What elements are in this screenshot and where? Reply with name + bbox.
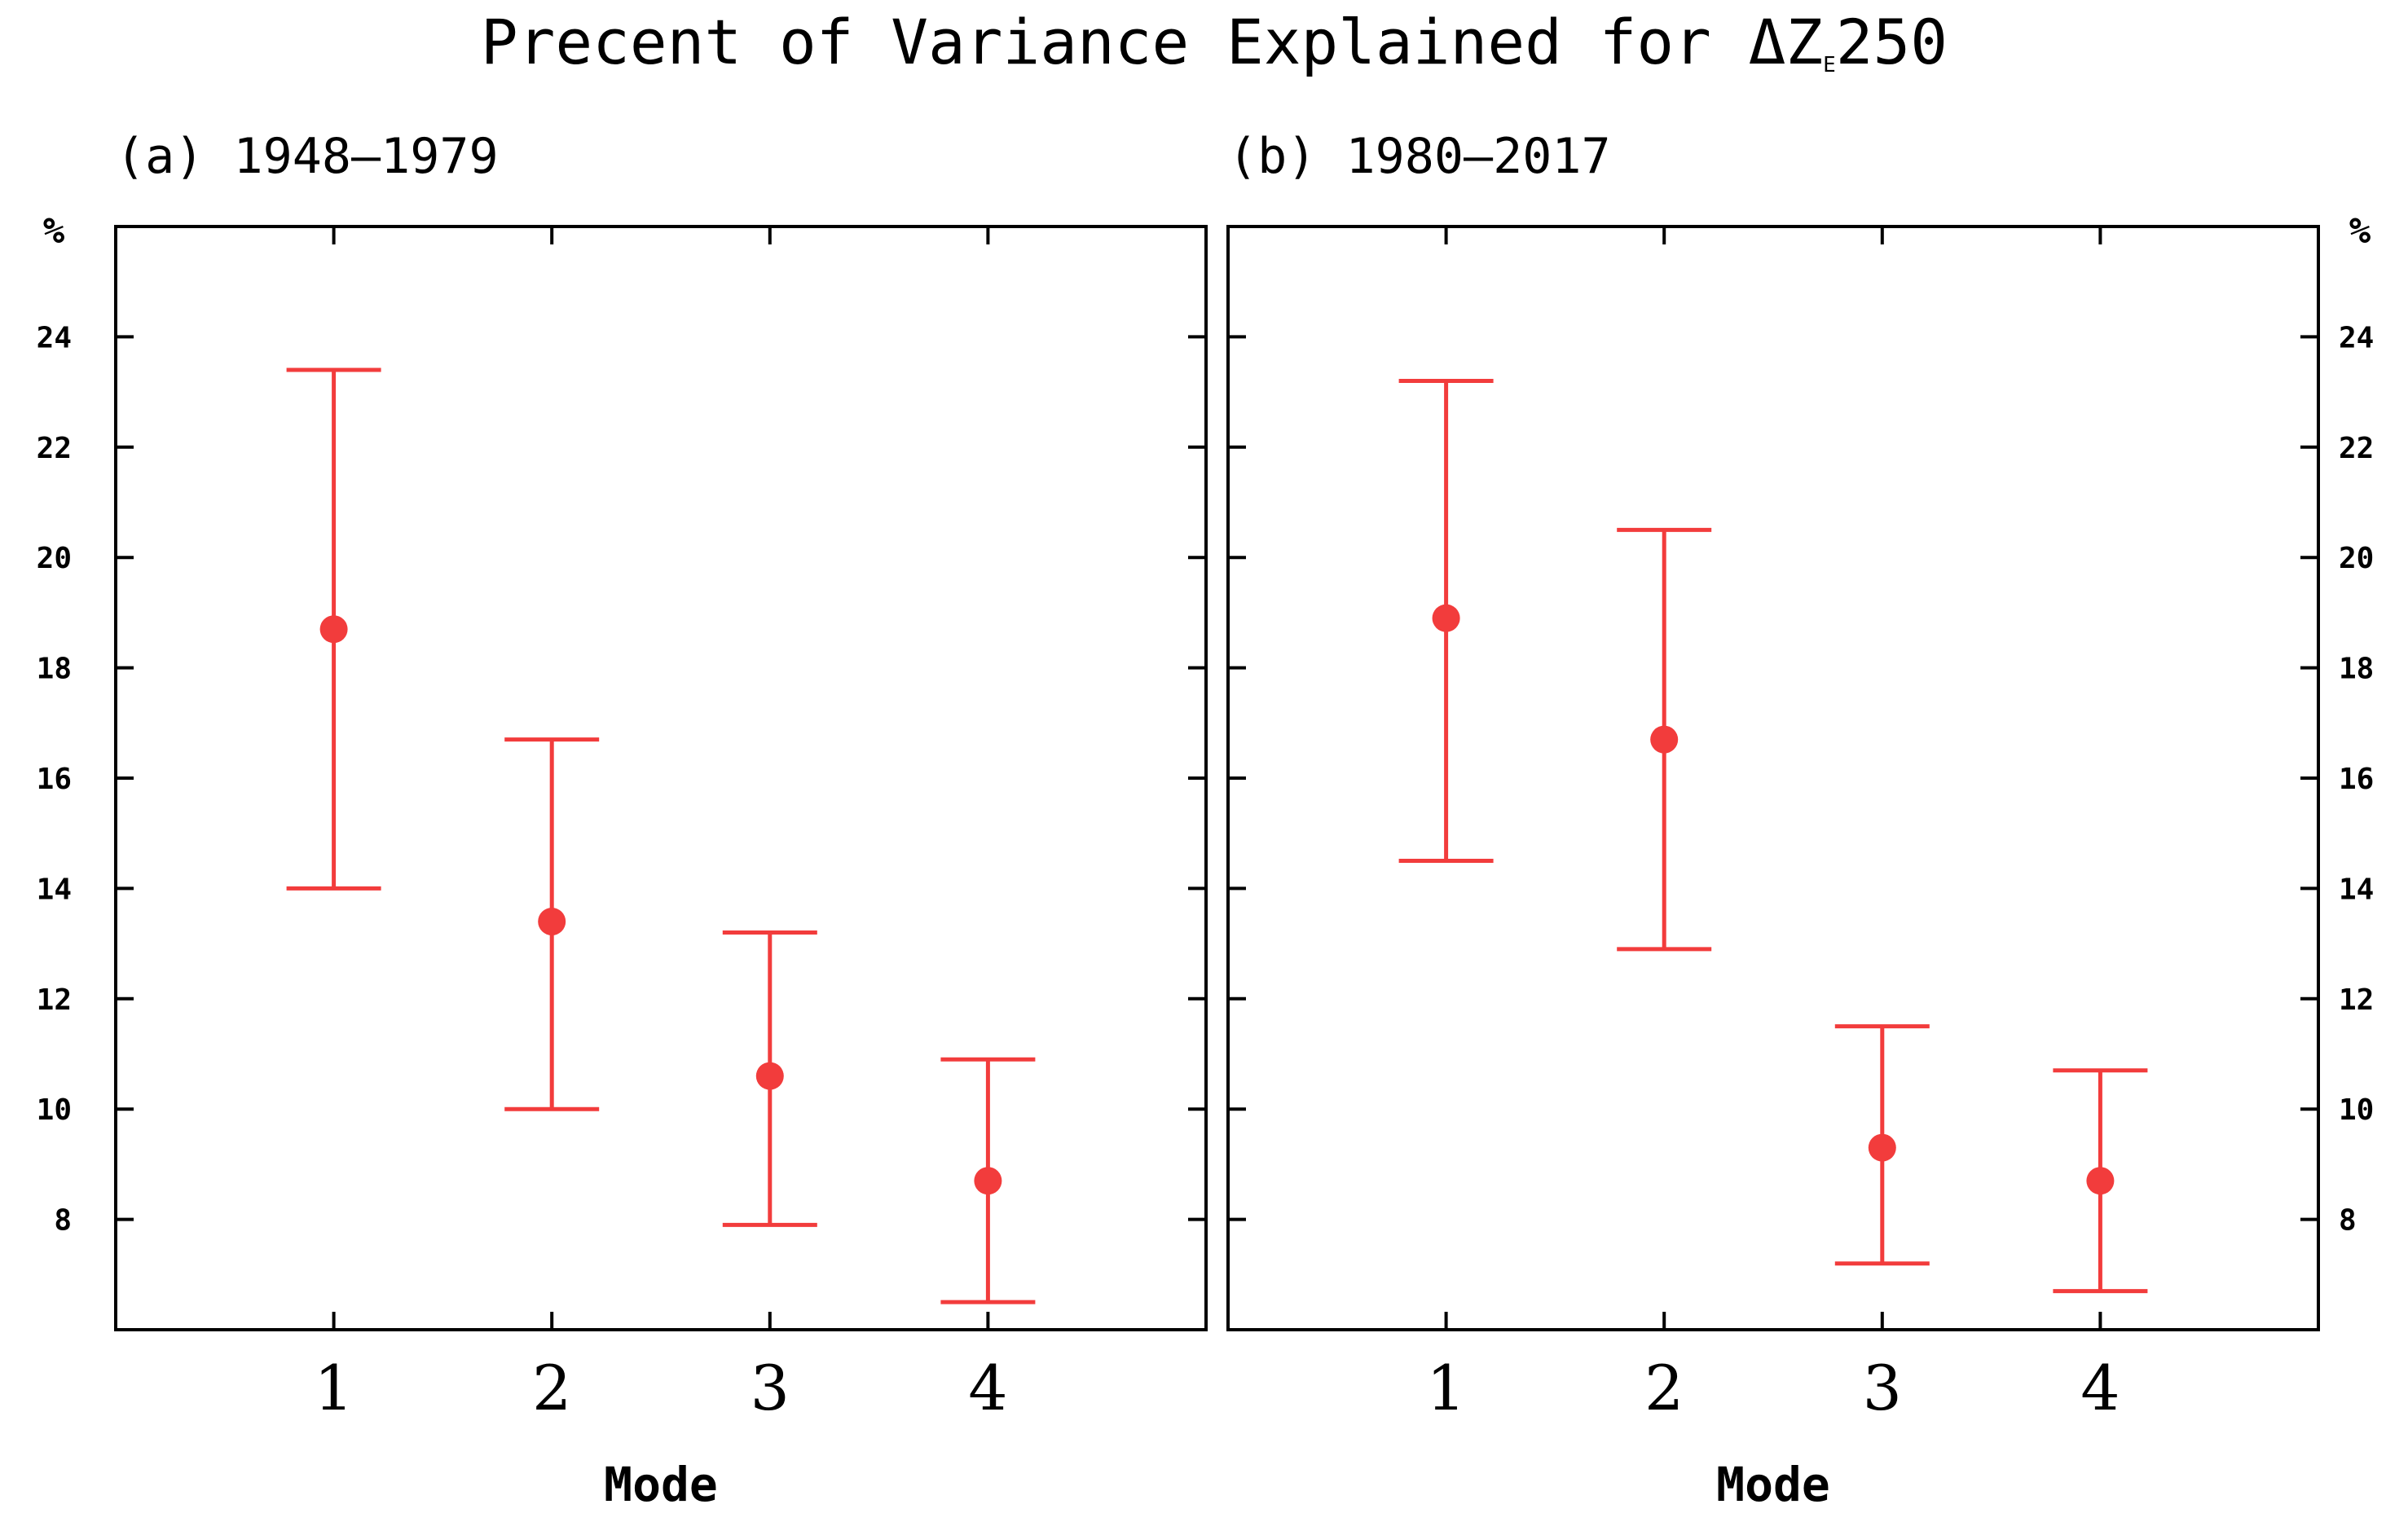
y-tick-label: 12 bbox=[37, 983, 72, 1017]
errorbar-mode-1 bbox=[286, 367, 381, 891]
y-tick-label: 16 bbox=[2339, 763, 2374, 796]
y-tick-label: 22 bbox=[2339, 432, 2374, 465]
x-tick-label: 1 bbox=[1426, 1352, 1465, 1424]
y-tick-label: 24 bbox=[37, 321, 72, 354]
errorbar-mode-2 bbox=[1617, 527, 1712, 952]
data-point bbox=[1650, 725, 1679, 754]
data-point bbox=[319, 615, 348, 644]
x-tick-label: 2 bbox=[532, 1352, 571, 1424]
y-tick-label: 18 bbox=[2339, 653, 2374, 686]
y-unit-label: % bbox=[43, 210, 65, 252]
y-tick-label: 24 bbox=[2339, 321, 2374, 354]
panel-label: (b) 1980–2017 bbox=[1228, 128, 1611, 185]
data-point bbox=[1868, 1133, 1896, 1162]
y-tick-label: 16 bbox=[37, 763, 72, 796]
errorbar-mode-1 bbox=[1398, 379, 1494, 864]
y-tick-label: 20 bbox=[2339, 542, 2374, 575]
y-tick-label: 8 bbox=[54, 1204, 72, 1238]
errorbar-mode-3 bbox=[722, 930, 817, 1227]
x-tick-label: 2 bbox=[1644, 1352, 1684, 1424]
data-point bbox=[2086, 1167, 2115, 1195]
data-point bbox=[538, 908, 566, 936]
y-tick-label: 14 bbox=[2339, 873, 2374, 906]
x-axis-title: Mode bbox=[1716, 1457, 1830, 1512]
figure-title: Precent of Variance Explained for ΔZE250 bbox=[481, 6, 1948, 78]
y-tick-label: 22 bbox=[37, 432, 72, 465]
plot-frame bbox=[114, 225, 1208, 1331]
plot-frame bbox=[1226, 225, 2320, 1331]
x-axis-title: Mode bbox=[604, 1457, 718, 1512]
y-tick-label: 8 bbox=[2339, 1204, 2357, 1238]
y-tick-label: 18 bbox=[37, 653, 72, 686]
panel-label: (a) 1948–1979 bbox=[116, 128, 499, 185]
data-point bbox=[1432, 604, 1460, 632]
errorbar-mode-4 bbox=[2053, 1068, 2148, 1294]
data-point bbox=[974, 1167, 1002, 1195]
data-point bbox=[755, 1062, 784, 1090]
errorbar-mode-4 bbox=[940, 1057, 1036, 1304]
errorbar-mode-3 bbox=[1834, 1024, 1930, 1266]
y-tick-label: 14 bbox=[37, 873, 72, 906]
y-tick-label: 10 bbox=[2339, 1093, 2374, 1127]
x-tick-label: 4 bbox=[2080, 1352, 2120, 1424]
y-tick-label: 20 bbox=[37, 542, 72, 575]
x-tick-label: 3 bbox=[751, 1352, 790, 1424]
y-tick-label: 10 bbox=[37, 1093, 72, 1127]
y-tick-label: 12 bbox=[2339, 983, 2374, 1017]
errorbar-mode-2 bbox=[504, 737, 600, 1111]
y-unit-label: % bbox=[2349, 210, 2371, 252]
x-tick-label: 4 bbox=[968, 1352, 1007, 1424]
x-tick-label: 1 bbox=[314, 1352, 353, 1424]
x-tick-label: 3 bbox=[1863, 1352, 1902, 1424]
